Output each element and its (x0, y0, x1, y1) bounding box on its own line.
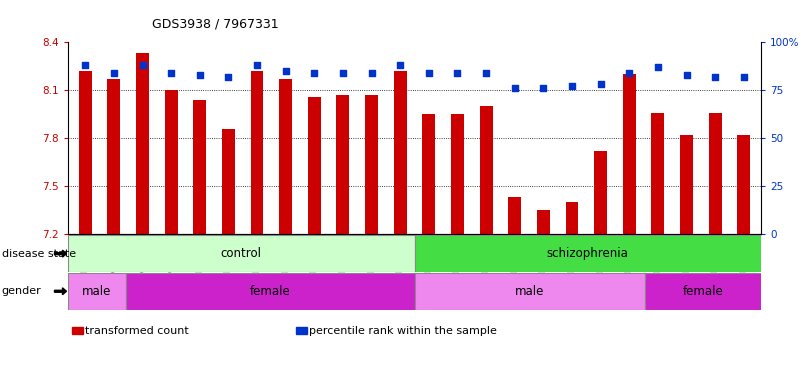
Point (222, 74, 235, 80)
Point (280, 68, 292, 74)
Bar (594, 151, 607, 234)
Bar (193, 100, 206, 234)
Bar (509, 197, 521, 234)
Point (709, 74, 722, 80)
Point (422, 70, 435, 76)
Bar (415, 235, 761, 272)
Point (680, 72, 693, 78)
Text: female: female (682, 285, 723, 298)
Bar (222, 129, 235, 234)
Bar (280, 79, 292, 234)
Bar (646, 273, 761, 310)
Bar (623, 74, 636, 234)
Point (107, 70, 120, 76)
Point (537, 85, 549, 91)
Point (651, 64, 664, 70)
Point (365, 70, 378, 76)
Point (308, 70, 320, 76)
Point (136, 62, 149, 68)
Bar (308, 97, 320, 234)
Bar (251, 71, 264, 234)
Bar (680, 135, 693, 234)
Bar (480, 106, 493, 234)
Point (594, 81, 607, 88)
Text: control: control (221, 247, 262, 260)
Bar (68, 273, 126, 310)
Bar (365, 95, 378, 234)
Bar (126, 273, 415, 310)
Point (336, 70, 349, 76)
Point (566, 83, 578, 89)
Bar (165, 90, 178, 234)
Bar (336, 95, 349, 234)
Bar (709, 113, 722, 234)
Bar (422, 114, 435, 234)
Point (394, 62, 407, 68)
Point (78, 62, 91, 68)
Text: transformed count: transformed count (85, 326, 189, 336)
Point (623, 70, 636, 76)
Bar (451, 114, 464, 234)
Point (509, 85, 521, 91)
Point (193, 72, 206, 78)
Bar (537, 210, 549, 234)
Text: schizophrenia: schizophrenia (547, 247, 629, 260)
Point (480, 70, 493, 76)
Bar (566, 202, 578, 234)
Point (738, 74, 751, 80)
Bar (738, 135, 751, 234)
Bar (68, 235, 415, 272)
Bar (651, 113, 664, 234)
Point (451, 70, 464, 76)
Bar (415, 273, 646, 310)
Text: female: female (250, 285, 291, 298)
Text: male: male (515, 285, 545, 298)
Text: male: male (83, 285, 111, 298)
Bar (78, 71, 91, 234)
Point (165, 70, 178, 76)
Text: GDS3938 / 7967331: GDS3938 / 7967331 (152, 17, 279, 30)
Point (251, 62, 264, 68)
Text: gender: gender (2, 286, 42, 296)
Bar (394, 71, 407, 234)
Text: disease state: disease state (2, 248, 76, 259)
Text: percentile rank within the sample: percentile rank within the sample (309, 326, 497, 336)
Bar (107, 79, 120, 234)
Bar (136, 53, 149, 234)
